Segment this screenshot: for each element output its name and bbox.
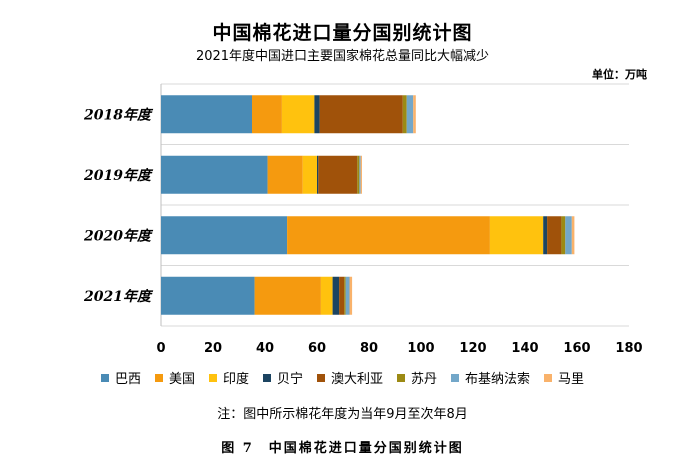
x-tick-label: 120 [459,341,486,356]
legend-label: 美国 [168,372,195,387]
bar-segment [571,216,575,255]
bar-chart: 2018年度 2019年度 2020年度 2021年度 0 20 40 60 80 100 120 1… [83,83,643,356]
legend-swatch [100,373,109,382]
chart-legend: 巴西 美国 印度 贝宁 澳大利亚 苏丹 布基纳法索 马里 [0,368,685,387]
bar-segment [406,95,414,134]
legend-label: 贝宁 [276,372,303,387]
bar-segment [287,216,490,255]
bar-segment [302,155,317,194]
bar-segment [565,216,572,255]
bar-segment [161,95,252,134]
x-tick-label: 80 [360,341,378,356]
legend-item: 印度 [208,368,249,387]
bar-segment [359,155,361,194]
bar-segment [357,155,360,194]
chart-subtitle: 2021年度中国进口主要国家棉花总量同比大幅减少 [195,49,490,64]
bar-segment [360,155,362,194]
bar-segment [339,276,345,315]
category-label: 2021年度 [83,288,154,305]
legend-item: 贝宁 [262,368,303,387]
bar-segment [314,95,320,134]
x-tick-label: 140 [511,341,538,356]
legend-item: 布基纳法索 [451,368,530,387]
legend-swatch [451,373,460,382]
legend-swatch [208,373,217,382]
category-label: 2019年度 [83,167,154,184]
legend-item: 马里 [544,368,584,387]
chart-title: 中国棉花进口量分国别统计图 [212,22,473,44]
legend-swatch [544,373,553,382]
legend-item: 苏丹 [397,368,437,387]
bar-segment [345,276,350,315]
x-tick-label: 20 [204,341,222,356]
legend-item: 巴西 [100,368,141,387]
bar-segment [413,95,416,134]
x-tick-label: 100 [407,341,434,356]
category-label: 2018年度 [83,106,154,123]
figure-caption: 图 7 中国棉花进口量分国别统计图 [221,441,464,456]
bar-segment [254,276,321,315]
bar-segment [543,216,548,255]
chart-note: 注：图中所示棉花年度为当年9月至次年8月 [217,407,468,422]
legend-label: 印度 [222,372,249,387]
category-label: 2020年度 [83,227,154,244]
legend-label: 苏丹 [411,372,438,387]
bar-segment [320,276,333,315]
legend-swatch [262,373,271,382]
bar-segment [281,95,315,134]
bar-segment [547,216,562,255]
bar-segment [489,216,544,255]
bar-segment [252,95,282,134]
bar-segment [161,155,268,194]
x-tick-label: 180 [615,341,642,356]
legend-label: 澳大利亚 [331,372,384,387]
x-tick-label: 40 [256,341,274,356]
bar-segment [161,276,255,315]
legend-label: 马里 [558,372,585,387]
legend-swatch [317,373,325,382]
bar-segment [344,276,346,315]
bar-segment [561,216,566,255]
legend-item: 澳大利亚 [317,368,383,387]
bar-segment [402,95,407,134]
legend-swatch [154,373,163,382]
unit-label: 单位：万吨 [592,68,647,81]
legend-item: 美国 [154,368,195,387]
legend-label: 布基纳法索 [465,372,531,387]
x-tick-label: 0 [156,341,165,356]
bar-segment [332,276,340,315]
bar-segment [267,155,303,194]
bar-segment [318,155,358,194]
bar-segment [161,216,288,255]
legend-swatch [397,373,406,382]
bar-segment [317,155,319,194]
bar-segment [349,276,353,315]
bar-segment [319,95,403,134]
legend-label: 巴西 [114,372,141,387]
x-tick-label: 160 [563,341,590,356]
x-tick-label: 60 [308,341,326,356]
